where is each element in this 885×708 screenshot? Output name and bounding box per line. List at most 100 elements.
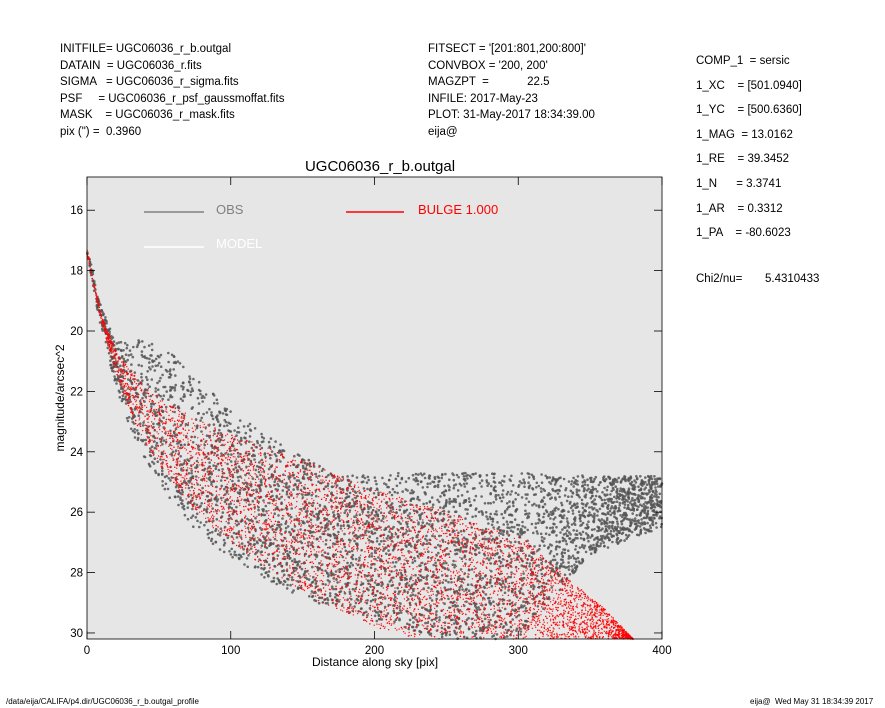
obs-point bbox=[454, 510, 457, 514]
obs-point bbox=[459, 568, 463, 571]
obs-point bbox=[549, 497, 552, 501]
obs-point bbox=[162, 394, 166, 398]
obs-point bbox=[629, 476, 633, 480]
obs-point bbox=[549, 517, 552, 520]
obs-point bbox=[155, 441, 159, 445]
obs-point bbox=[148, 454, 152, 457]
obs-point bbox=[207, 536, 211, 540]
obs-point bbox=[176, 442, 179, 445]
obs-point bbox=[230, 453, 233, 456]
obs-point bbox=[606, 498, 609, 501]
obs-point bbox=[489, 512, 493, 516]
obs-point bbox=[623, 506, 626, 509]
obs-point bbox=[361, 510, 365, 514]
obs-point bbox=[450, 581, 453, 584]
header-left-info: INITFILE= UGC06036_r_b.outgal DATAIN = UG… bbox=[60, 41, 284, 140]
obs-point bbox=[230, 547, 233, 551]
obs-point bbox=[173, 389, 177, 392]
obs-point bbox=[498, 531, 501, 535]
obs-point bbox=[570, 483, 573, 486]
obs-point bbox=[377, 556, 380, 559]
obs-point bbox=[597, 483, 601, 487]
obs-point bbox=[607, 532, 610, 536]
obs-point bbox=[308, 595, 311, 598]
obs-point bbox=[415, 535, 419, 539]
obs-point bbox=[278, 449, 281, 453]
obs-point bbox=[640, 518, 643, 521]
obs-point bbox=[585, 523, 589, 526]
obs-point bbox=[627, 518, 630, 521]
obs-point bbox=[171, 450, 175, 454]
obs-point bbox=[588, 506, 591, 509]
obs-point bbox=[373, 614, 377, 618]
obs-point bbox=[124, 353, 128, 357]
obs-point bbox=[616, 537, 619, 541]
obs-point bbox=[196, 483, 199, 486]
obs-point bbox=[369, 585, 372, 588]
obs-point bbox=[555, 540, 558, 544]
obs-point bbox=[503, 474, 506, 478]
obs-point bbox=[652, 508, 656, 512]
obs-point bbox=[187, 500, 190, 504]
obs-point bbox=[205, 520, 208, 524]
obs-point bbox=[368, 535, 372, 538]
obs-point bbox=[620, 522, 624, 526]
obs-point bbox=[587, 520, 590, 523]
obs-point bbox=[277, 578, 281, 582]
obs-point bbox=[326, 484, 330, 488]
obs-point bbox=[349, 603, 352, 606]
obs-point bbox=[541, 540, 545, 543]
obs-point bbox=[139, 422, 142, 426]
obs-point bbox=[260, 446, 264, 450]
obs-point bbox=[339, 527, 343, 530]
obs-point bbox=[367, 478, 371, 482]
obs-point bbox=[539, 532, 543, 536]
obs-point bbox=[234, 460, 237, 463]
obs-point bbox=[141, 379, 144, 383]
obs-point bbox=[444, 472, 447, 476]
obs-point bbox=[553, 522, 556, 526]
obs-point bbox=[259, 551, 263, 554]
obs-point bbox=[238, 557, 241, 561]
obs-point bbox=[512, 504, 515, 508]
obs-point bbox=[532, 493, 536, 497]
obs-point bbox=[581, 481, 584, 484]
obs-point bbox=[395, 484, 399, 488]
obs-point bbox=[508, 500, 511, 503]
obs-point bbox=[214, 529, 217, 533]
obs-point bbox=[355, 476, 359, 479]
obs-point bbox=[178, 491, 182, 495]
obs-point bbox=[637, 500, 640, 503]
obs-point bbox=[168, 376, 172, 379]
obs-point bbox=[141, 340, 144, 343]
obs-point bbox=[280, 533, 283, 536]
obs-point bbox=[398, 481, 402, 485]
obs-point bbox=[522, 478, 525, 482]
obs-point bbox=[282, 552, 285, 556]
obs-point bbox=[487, 597, 490, 600]
obs-point bbox=[279, 443, 282, 446]
obs-point bbox=[558, 566, 561, 570]
obs-point bbox=[229, 502, 233, 505]
obs-point bbox=[540, 521, 543, 525]
obs-point bbox=[268, 445, 272, 448]
obs-point bbox=[561, 536, 565, 540]
obs-point bbox=[634, 481, 638, 484]
obs-point bbox=[102, 313, 105, 317]
obs-point bbox=[474, 472, 478, 475]
obs-point bbox=[572, 485, 575, 488]
obs-point bbox=[467, 616, 470, 620]
obs-point bbox=[494, 495, 498, 499]
obs-point bbox=[349, 561, 353, 565]
obs-point bbox=[385, 552, 388, 555]
obs-point bbox=[460, 557, 464, 560]
obs-point bbox=[235, 536, 239, 539]
obs-point bbox=[459, 529, 463, 533]
obs-point bbox=[606, 546, 610, 549]
obs-point bbox=[359, 583, 363, 587]
obs-point bbox=[454, 548, 457, 552]
obs-point bbox=[272, 445, 276, 449]
obs-point bbox=[365, 529, 368, 532]
obs-point bbox=[626, 527, 629, 531]
obs-point bbox=[445, 561, 448, 565]
